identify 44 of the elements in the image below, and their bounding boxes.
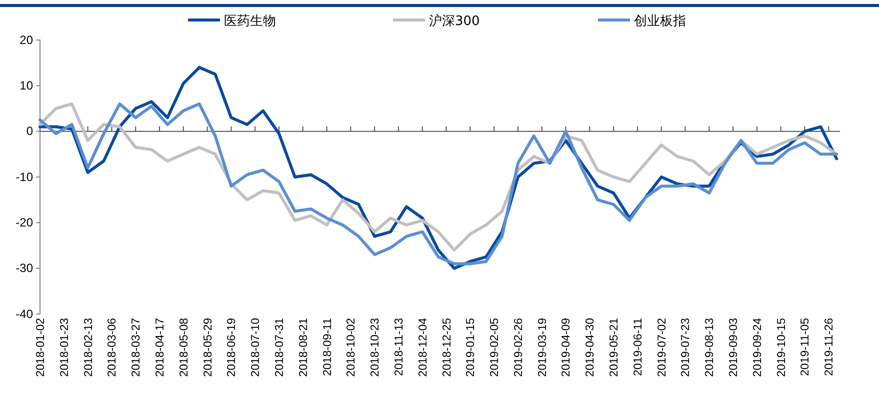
y-tick-label: 10 [20, 78, 34, 93]
x-tick-label: 2018-04-17 [154, 318, 166, 377]
x-tick-label: 2019-09-24 [752, 317, 764, 377]
x-tick-label: 2019-04-09 [560, 318, 573, 377]
x-tick-label: 2018-12-04 [417, 317, 430, 377]
x-tick-label: 2018-07-10 [250, 318, 262, 377]
x-tick-label: 2019-09-03 [728, 318, 740, 377]
y-tick-label: 20 [20, 32, 34, 47]
x-tick-label: 2018-01-23 [58, 318, 71, 377]
x-tick-label: 2018-10-23 [370, 318, 382, 377]
x-tick-label: 2019-08-13 [704, 318, 716, 377]
x-tick-label: 2019-10-15 [776, 318, 788, 377]
x-tick-label: 2018-11-13 [393, 318, 406, 376]
x-tick-label: 2019-05-21 [608, 318, 621, 377]
x-tick-label: 2018-03-27 [130, 318, 143, 377]
x-tick-label: 2018-08-21 [298, 318, 310, 377]
x-tick-label: 2018-10-02 [346, 318, 358, 377]
y-tick-label: -20 [16, 216, 34, 230]
y-tick-label: 0 [26, 124, 34, 138]
y-tick-label: -10 [16, 170, 34, 184]
x-tick-label: 2019-06-11 [632, 318, 644, 376]
x-tick-label: 2019-11-05 [800, 318, 812, 376]
x-tick-label: 2018-12-25 [441, 318, 454, 377]
legend-label: 医药生物 [224, 14, 276, 29]
x-tick-label: 2019-03-19 [536, 318, 549, 377]
x-tick-label: 2018-02-13 [82, 318, 95, 377]
legend-label: 创业板指 [634, 14, 686, 29]
x-tick-label: 2018-06-19 [226, 318, 238, 377]
x-tick-label: 2019-02-05 [489, 318, 502, 377]
x-tick-label: 2019-02-26 [512, 318, 525, 377]
x-tick-label: 2018-09-11 [322, 318, 334, 376]
x-tick-label: 2019-07-23 [680, 318, 692, 377]
x-tick-label: 2019-11-26 [824, 318, 836, 376]
x-tick-label: 2018-05-08 [178, 318, 190, 377]
legend-label: 沪深300 [429, 13, 480, 29]
x-tick-label: 2018-05-29 [202, 318, 214, 377]
x-tick-label: 2019-04-30 [584, 318, 597, 377]
y-tick-label: -30 [16, 261, 34, 276]
x-tick-label: 2018-01-02 [35, 318, 47, 377]
x-tick-label: 2019-01-15 [465, 318, 478, 377]
x-tick-label: 2018-03-06 [106, 318, 119, 377]
y-tick-label: -40 [16, 306, 34, 321]
x-tick-label: 2019-07-02 [656, 318, 668, 377]
x-tick-label: 2018-07-31 [274, 318, 286, 377]
